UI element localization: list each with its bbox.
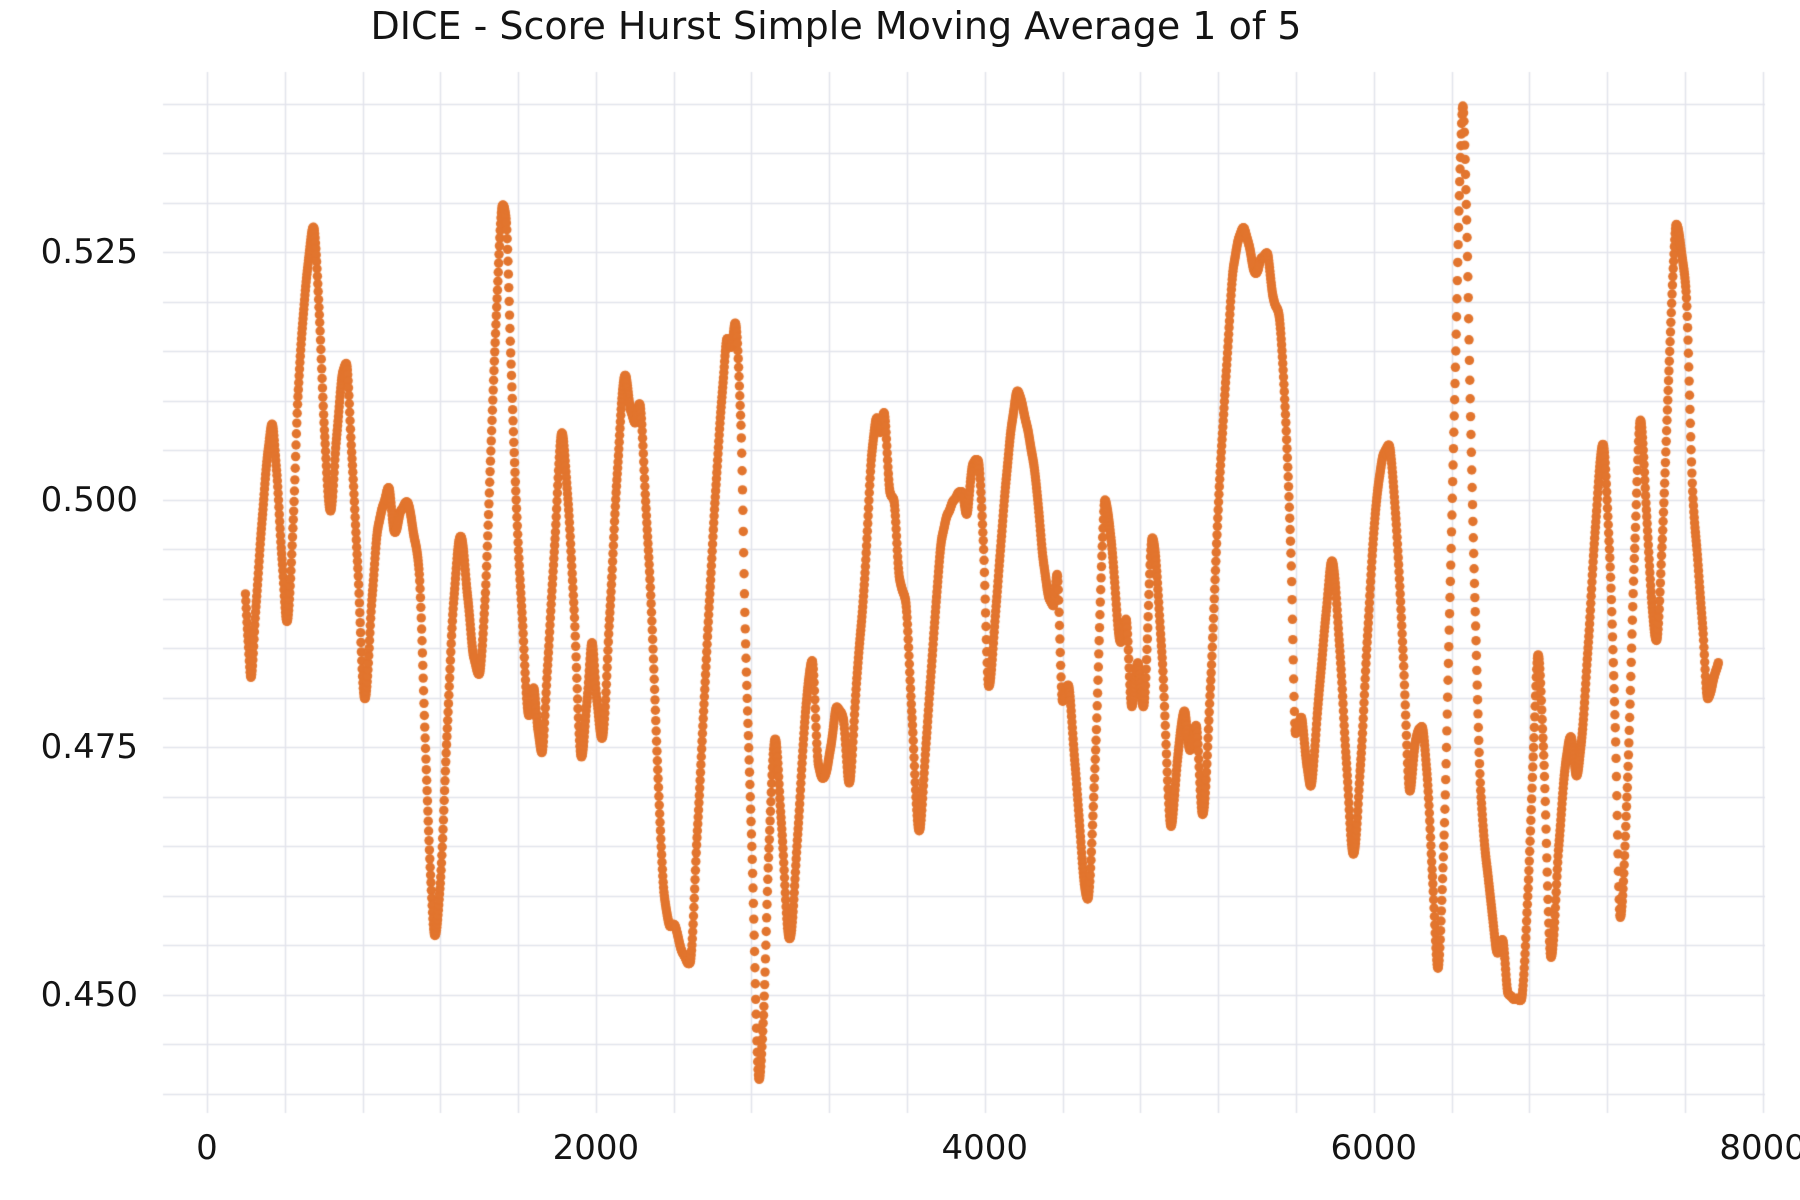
y-tick-label: 0.450 (40, 974, 138, 1015)
y-tick-label: 0.475 (40, 727, 138, 768)
x-tick-label: 8000 (1719, 1128, 1800, 1168)
x-tick-label: 0 (196, 1128, 218, 1168)
y-tick-label: 0.500 (40, 479, 138, 520)
y-tick-label: 0.525 (40, 232, 138, 273)
x-tick-label: 6000 (1330, 1128, 1417, 1168)
chart-title: DICE - Score Hurst Simple Moving Average… (370, 4, 1302, 48)
x-tick-label: 2000 (552, 1128, 640, 1168)
x-tick-label: 4000 (941, 1128, 1029, 1168)
